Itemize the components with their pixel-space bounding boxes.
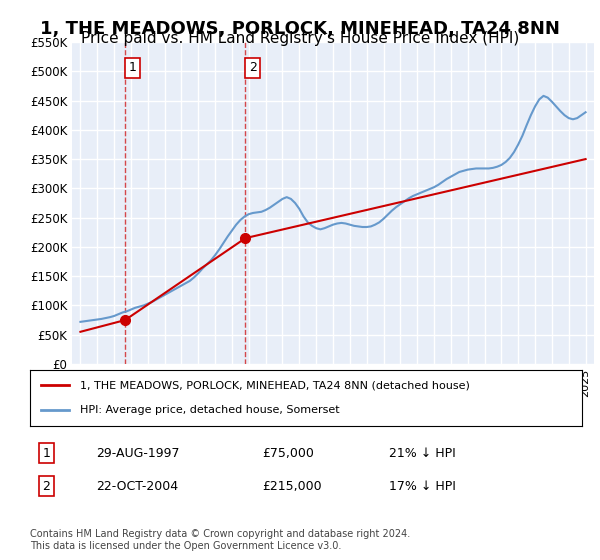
Point <box>37 407 44 413</box>
Text: 1, THE MEADOWS, PORLOCK, MINEHEAD, TA24 8NN: 1, THE MEADOWS, PORLOCK, MINEHEAD, TA24 … <box>40 20 560 38</box>
Point <box>37 382 44 389</box>
Point <box>65 407 72 413</box>
Text: £75,000: £75,000 <box>262 447 314 460</box>
Text: 1: 1 <box>43 447 50 460</box>
Point <box>65 382 72 389</box>
Text: 21% ↓ HPI: 21% ↓ HPI <box>389 447 455 460</box>
Text: 2: 2 <box>43 479 50 493</box>
Text: HPI: Average price, detached house, Somerset: HPI: Average price, detached house, Some… <box>80 405 340 415</box>
Text: £215,000: £215,000 <box>262 479 322 493</box>
Text: 1, THE MEADOWS, PORLOCK, MINEHEAD, TA24 8NN (detached house): 1, THE MEADOWS, PORLOCK, MINEHEAD, TA24 … <box>80 380 470 390</box>
Text: 2: 2 <box>249 61 257 74</box>
Text: 29-AUG-1997: 29-AUG-1997 <box>96 447 180 460</box>
Text: 1: 1 <box>128 61 136 74</box>
Text: Price paid vs. HM Land Registry's House Price Index (HPI): Price paid vs. HM Land Registry's House … <box>81 31 519 46</box>
Text: 22-OCT-2004: 22-OCT-2004 <box>96 479 178 493</box>
Text: Contains HM Land Registry data © Crown copyright and database right 2024.
This d: Contains HM Land Registry data © Crown c… <box>30 529 410 551</box>
Text: 17% ↓ HPI: 17% ↓ HPI <box>389 479 455 493</box>
